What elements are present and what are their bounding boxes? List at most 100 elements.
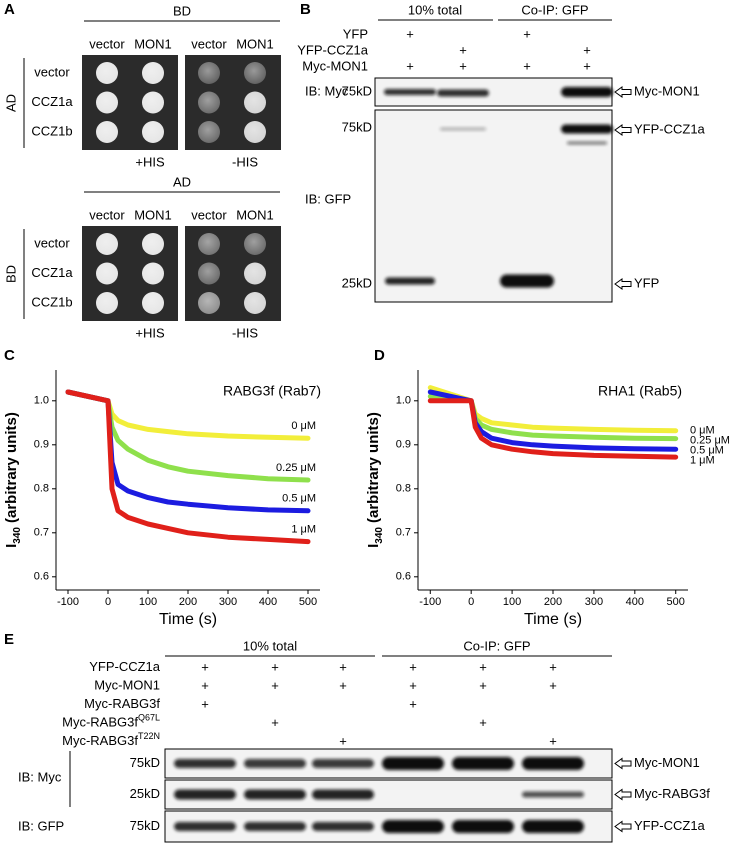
plus-sign: + [406, 26, 414, 41]
plus-sign: + [339, 733, 347, 748]
row-label: YFP-CCZ1a [297, 42, 369, 57]
row-label: Myc-RABG3fQ67L [62, 713, 160, 730]
group-header: BD [173, 3, 191, 18]
series-label: 0 μM [690, 425, 715, 437]
colony-shine [96, 233, 118, 255]
target-label: YFP-CCZ1a [634, 818, 706, 833]
y-tick-label: 1.0 [34, 395, 49, 407]
target-label: Myc-MON1 [634, 755, 700, 770]
colony-shine [198, 91, 220, 114]
colony-shine [198, 121, 220, 143]
chart-title: RHA1 (Rab5) [598, 383, 682, 399]
series-line [427, 398, 679, 460]
plus-sign: + [409, 659, 417, 674]
column-label: vector [89, 207, 125, 222]
side-label: AD [3, 94, 18, 112]
row-label-main: Myc-RABG3f [62, 715, 138, 730]
plus-sign: + [479, 678, 487, 693]
blot-band [385, 277, 435, 285]
row-label: Myc-MON1 [94, 678, 160, 693]
column-label: MON1 [134, 36, 172, 51]
colony-shine [244, 121, 266, 143]
series-label: 0.25 μM [276, 462, 316, 474]
x-tick-label: 200 [544, 596, 562, 608]
plus-sign: + [523, 26, 531, 41]
y-tick-label: 0.8 [396, 483, 411, 495]
colony-shine [96, 262, 118, 285]
arrow [614, 788, 632, 801]
blot-band [500, 274, 554, 288]
blot-band [567, 141, 607, 145]
blot-band [437, 89, 489, 97]
blot-band [244, 789, 306, 800]
row-label: CCZ1b [31, 123, 72, 138]
plus-sign: + [271, 659, 279, 674]
plus-sign: + [409, 678, 417, 693]
y-tick-label: 0.9 [396, 439, 411, 451]
x-axis-label: Time (s) [159, 611, 217, 628]
x-tick-label: 0 [468, 596, 474, 608]
blot-band [312, 759, 374, 768]
arrow [614, 757, 632, 770]
panel-letter: C [4, 347, 15, 364]
plus-sign: + [583, 42, 591, 57]
y-tick-label: 0.6 [34, 571, 49, 583]
media-label: -HIS [232, 154, 258, 169]
x-tick-label: 500 [667, 596, 685, 608]
row-label: vector [34, 235, 70, 250]
blot-band [382, 757, 444, 770]
group-header: Co-IP: GFP [521, 2, 588, 17]
plus-sign: + [583, 58, 591, 73]
blot-band [522, 757, 584, 770]
plus-sign: + [523, 58, 531, 73]
y-tick-label: 0.6 [396, 571, 411, 583]
colony-shine [142, 292, 164, 314]
size-label: 75kD [342, 83, 372, 98]
size-label: 75kD [130, 755, 160, 770]
plus-sign: + [479, 659, 487, 674]
colony-shine [244, 233, 266, 255]
blot-band [244, 822, 306, 831]
target-label: Myc-MON1 [634, 83, 700, 98]
series-label: 0 μM [291, 420, 316, 432]
row-label: Myc-RABG3fT22N [62, 731, 160, 748]
y-tick-label: 1.0 [396, 395, 411, 407]
y-tick-label: 0.7 [34, 527, 49, 539]
colony-shine [96, 62, 118, 84]
column-label: MON1 [134, 207, 172, 222]
y-label-sub: 340 [12, 527, 23, 544]
series-label: 0.5 μM [690, 445, 724, 457]
series-label: 1 μM [690, 455, 715, 467]
y-label-rest: (arbitrary units) [3, 412, 20, 523]
colony-shine [244, 292, 266, 314]
group-header: Co-IP: GFP [463, 638, 530, 653]
colony-shine [142, 91, 164, 114]
column-label: vector [191, 207, 227, 222]
blot-band [452, 757, 514, 770]
side-label: BD [3, 265, 18, 283]
plus-sign: + [479, 715, 487, 730]
media-label: -HIS [232, 325, 258, 340]
blot-band [452, 820, 514, 833]
colony-shine [198, 292, 220, 314]
group-header: 10% total [408, 2, 462, 17]
x-tick-label: 400 [259, 596, 277, 608]
blot-band [174, 759, 236, 768]
plus-sign: + [459, 42, 467, 57]
arrow [614, 124, 632, 136]
series-line [65, 389, 311, 545]
colony-shine [244, 91, 266, 114]
blot-band [244, 759, 306, 768]
x-tick-label: 0 [105, 596, 111, 608]
y-label-main: I [3, 544, 20, 548]
y-label-rest: (arbitrary units) [365, 412, 382, 523]
group-header: 10% total [243, 638, 297, 653]
probe-label: IB: GFP [305, 191, 351, 206]
group-header: AD [173, 174, 191, 189]
probe-label: IB: Myc [18, 769, 62, 784]
media-label: +HIS [135, 325, 165, 340]
size-label: 25kD [130, 786, 160, 801]
x-tick-label: 400 [626, 596, 644, 608]
row-label: CCZ1b [31, 294, 72, 309]
